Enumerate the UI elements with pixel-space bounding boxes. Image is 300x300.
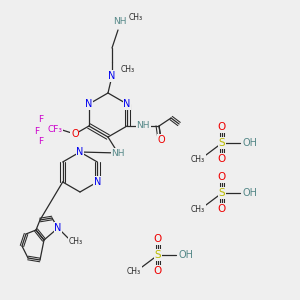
Text: O: O <box>157 135 165 145</box>
Text: CF₃: CF₃ <box>47 124 62 134</box>
Text: F: F <box>34 127 40 136</box>
Text: N: N <box>54 223 62 233</box>
Text: S: S <box>155 250 161 260</box>
Text: N: N <box>108 71 116 81</box>
Text: F: F <box>38 115 43 124</box>
Text: S: S <box>219 138 225 148</box>
Text: CH₃: CH₃ <box>127 266 141 275</box>
Text: N: N <box>85 99 93 109</box>
Text: N: N <box>123 99 131 109</box>
Text: NH: NH <box>111 148 125 158</box>
Text: NH: NH <box>136 122 150 130</box>
Text: S: S <box>219 188 225 198</box>
Text: O: O <box>218 122 226 132</box>
Text: OH: OH <box>242 138 257 148</box>
Text: O: O <box>71 129 79 139</box>
Text: CH₃: CH₃ <box>191 205 205 214</box>
Text: CH₃: CH₃ <box>69 236 83 245</box>
Text: O: O <box>154 234 162 244</box>
Text: OH: OH <box>242 188 257 198</box>
Text: O: O <box>218 172 226 182</box>
Text: CH₃: CH₃ <box>191 154 205 164</box>
Text: OH: OH <box>178 250 194 260</box>
Text: O: O <box>154 266 162 276</box>
Text: CH₃: CH₃ <box>129 14 143 22</box>
Text: F: F <box>38 136 43 146</box>
Text: NH: NH <box>113 17 127 26</box>
Text: N: N <box>94 177 101 187</box>
Text: O: O <box>218 204 226 214</box>
Text: CH₃: CH₃ <box>121 65 135 74</box>
Text: N: N <box>76 147 84 157</box>
Text: O: O <box>218 154 226 164</box>
